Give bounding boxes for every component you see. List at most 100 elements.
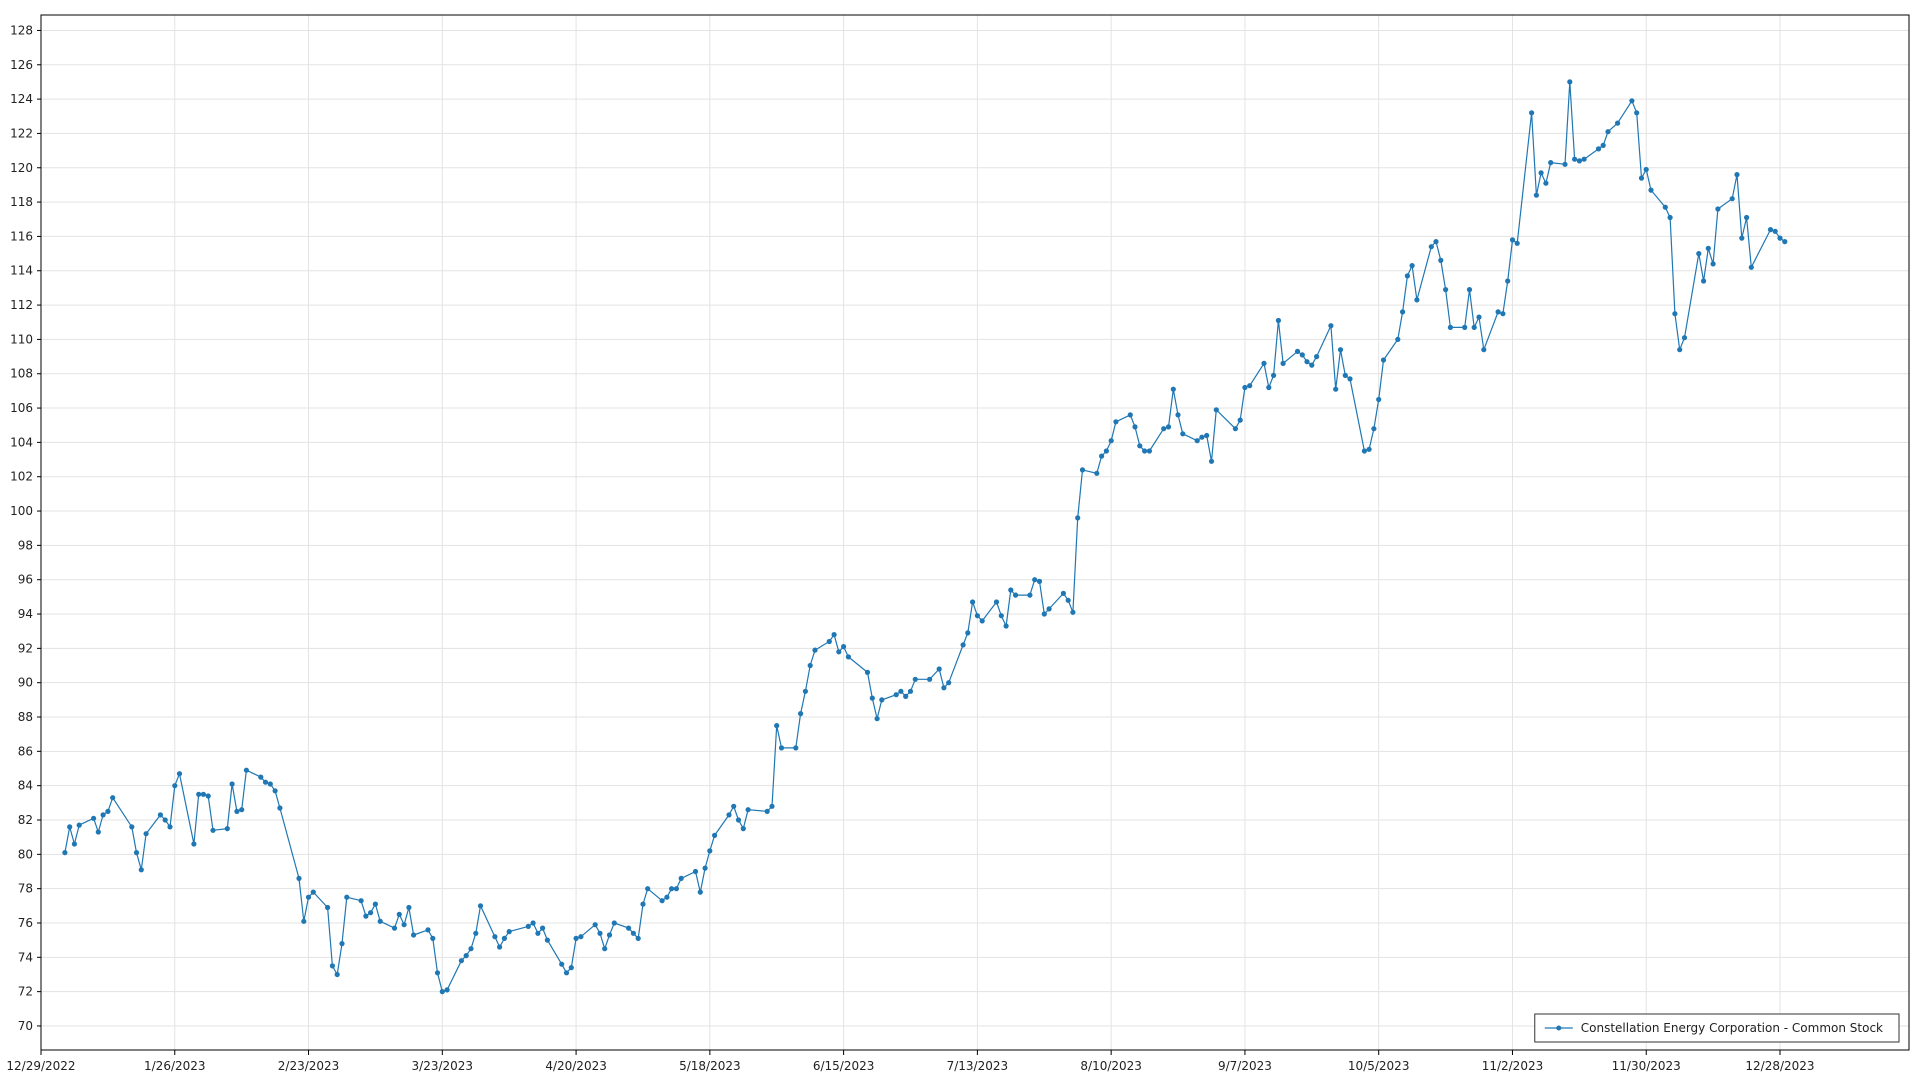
data-point bbox=[1380, 357, 1387, 363]
data-point bbox=[645, 886, 651, 892]
data-point bbox=[296, 875, 302, 882]
data-point bbox=[1237, 417, 1243, 423]
data-point bbox=[907, 688, 914, 694]
data-point bbox=[1466, 287, 1473, 293]
data-point bbox=[210, 827, 216, 833]
y-tick-label: 70 bbox=[18, 1019, 33, 1033]
data-point bbox=[1581, 156, 1587, 162]
data-point bbox=[874, 716, 880, 722]
data-point bbox=[138, 867, 144, 873]
data-point bbox=[258, 774, 264, 780]
x-tick-label: 6/15/2023 bbox=[813, 1059, 875, 1073]
data-point bbox=[501, 935, 507, 942]
data-point bbox=[1079, 467, 1086, 473]
data-point bbox=[1137, 443, 1143, 449]
data-point bbox=[731, 803, 737, 809]
y-tick-label: 126 bbox=[10, 58, 33, 72]
data-point bbox=[841, 644, 847, 650]
data-point bbox=[697, 889, 703, 895]
data-point bbox=[1562, 161, 1568, 167]
data-point bbox=[1701, 278, 1707, 284]
data-point bbox=[869, 695, 875, 701]
data-point bbox=[1782, 239, 1788, 245]
data-point bbox=[1400, 309, 1406, 315]
data-point bbox=[1409, 263, 1415, 269]
data-point bbox=[1199, 434, 1205, 440]
data-point bbox=[635, 935, 641, 942]
data-point bbox=[1309, 362, 1315, 368]
y-tick-label: 114 bbox=[10, 264, 33, 278]
data-point bbox=[1347, 376, 1353, 382]
data-point bbox=[1371, 426, 1377, 432]
data-point bbox=[1242, 384, 1248, 391]
data-point bbox=[329, 963, 335, 969]
data-point bbox=[497, 944, 503, 950]
data-point bbox=[712, 832, 718, 839]
y-tick-label: 98 bbox=[18, 538, 33, 552]
data-point bbox=[377, 918, 383, 924]
data-point bbox=[1304, 359, 1310, 365]
y-tick-label: 90 bbox=[18, 676, 33, 690]
data-point bbox=[444, 987, 450, 993]
legend-swatch-marker bbox=[1556, 1025, 1562, 1031]
data-point bbox=[176, 771, 183, 777]
data-point bbox=[941, 685, 947, 691]
data-point bbox=[745, 807, 751, 813]
data-point bbox=[1280, 360, 1286, 366]
y-tick-label: 96 bbox=[18, 573, 33, 587]
data-point bbox=[893, 692, 899, 698]
legend[interactable]: Constellation Energy Corporation - Commo… bbox=[1534, 1013, 1900, 1043]
x-axis-ticks: 12/29/2022 1/26/2023 2/23/2023 3/23/2023 4/2… bbox=[6, 1050, 1815, 1073]
data-point bbox=[1032, 577, 1038, 583]
x-tick-label: 4/20/2023 bbox=[545, 1059, 607, 1073]
data-point bbox=[1648, 187, 1654, 193]
data-point bbox=[1170, 386, 1176, 392]
data-point bbox=[344, 894, 350, 900]
data-point bbox=[368, 910, 374, 916]
data-point bbox=[903, 693, 909, 700]
data-point bbox=[1008, 587, 1014, 593]
data-point bbox=[229, 781, 235, 787]
data-point bbox=[1767, 227, 1774, 233]
data-point bbox=[1108, 438, 1114, 444]
data-point bbox=[358, 898, 364, 904]
data-point bbox=[1027, 592, 1033, 598]
axes bbox=[40, 14, 1910, 1051]
data-point bbox=[1070, 609, 1076, 615]
x-tick-label: 12/28/2023 bbox=[1745, 1059, 1814, 1073]
data-point bbox=[1677, 347, 1683, 353]
data-point bbox=[1572, 156, 1578, 162]
data-point bbox=[310, 889, 316, 895]
data-point bbox=[692, 868, 699, 875]
y-tick-label: 128 bbox=[10, 23, 33, 37]
data-point bbox=[1500, 311, 1506, 317]
data-point bbox=[205, 793, 211, 799]
data-point bbox=[769, 803, 775, 809]
data-point bbox=[167, 824, 173, 830]
data-point bbox=[1333, 386, 1339, 392]
data-point bbox=[1705, 245, 1711, 251]
data-point bbox=[95, 829, 101, 835]
data-point bbox=[1529, 110, 1535, 116]
data-point bbox=[578, 934, 584, 940]
data-point bbox=[1600, 142, 1606, 148]
data-point bbox=[1395, 336, 1401, 342]
data-point bbox=[936, 666, 942, 672]
x-tick-label: 12/29/2022 bbox=[6, 1059, 75, 1073]
data-point bbox=[492, 934, 498, 940]
data-point bbox=[105, 808, 111, 815]
y-tick-label: 120 bbox=[10, 161, 33, 175]
x-tick-label: 11/30/2023 bbox=[1612, 1059, 1681, 1073]
data-point bbox=[406, 904, 412, 911]
data-point bbox=[1428, 244, 1434, 250]
data-point bbox=[506, 929, 512, 935]
data-point bbox=[802, 688, 809, 694]
data-point bbox=[301, 918, 307, 924]
data-point bbox=[411, 932, 417, 938]
data-point bbox=[1509, 237, 1516, 243]
data-point bbox=[974, 613, 981, 619]
data-point bbox=[1595, 146, 1602, 152]
y-tick-label: 102 bbox=[10, 470, 33, 484]
data-point bbox=[1094, 470, 1100, 476]
